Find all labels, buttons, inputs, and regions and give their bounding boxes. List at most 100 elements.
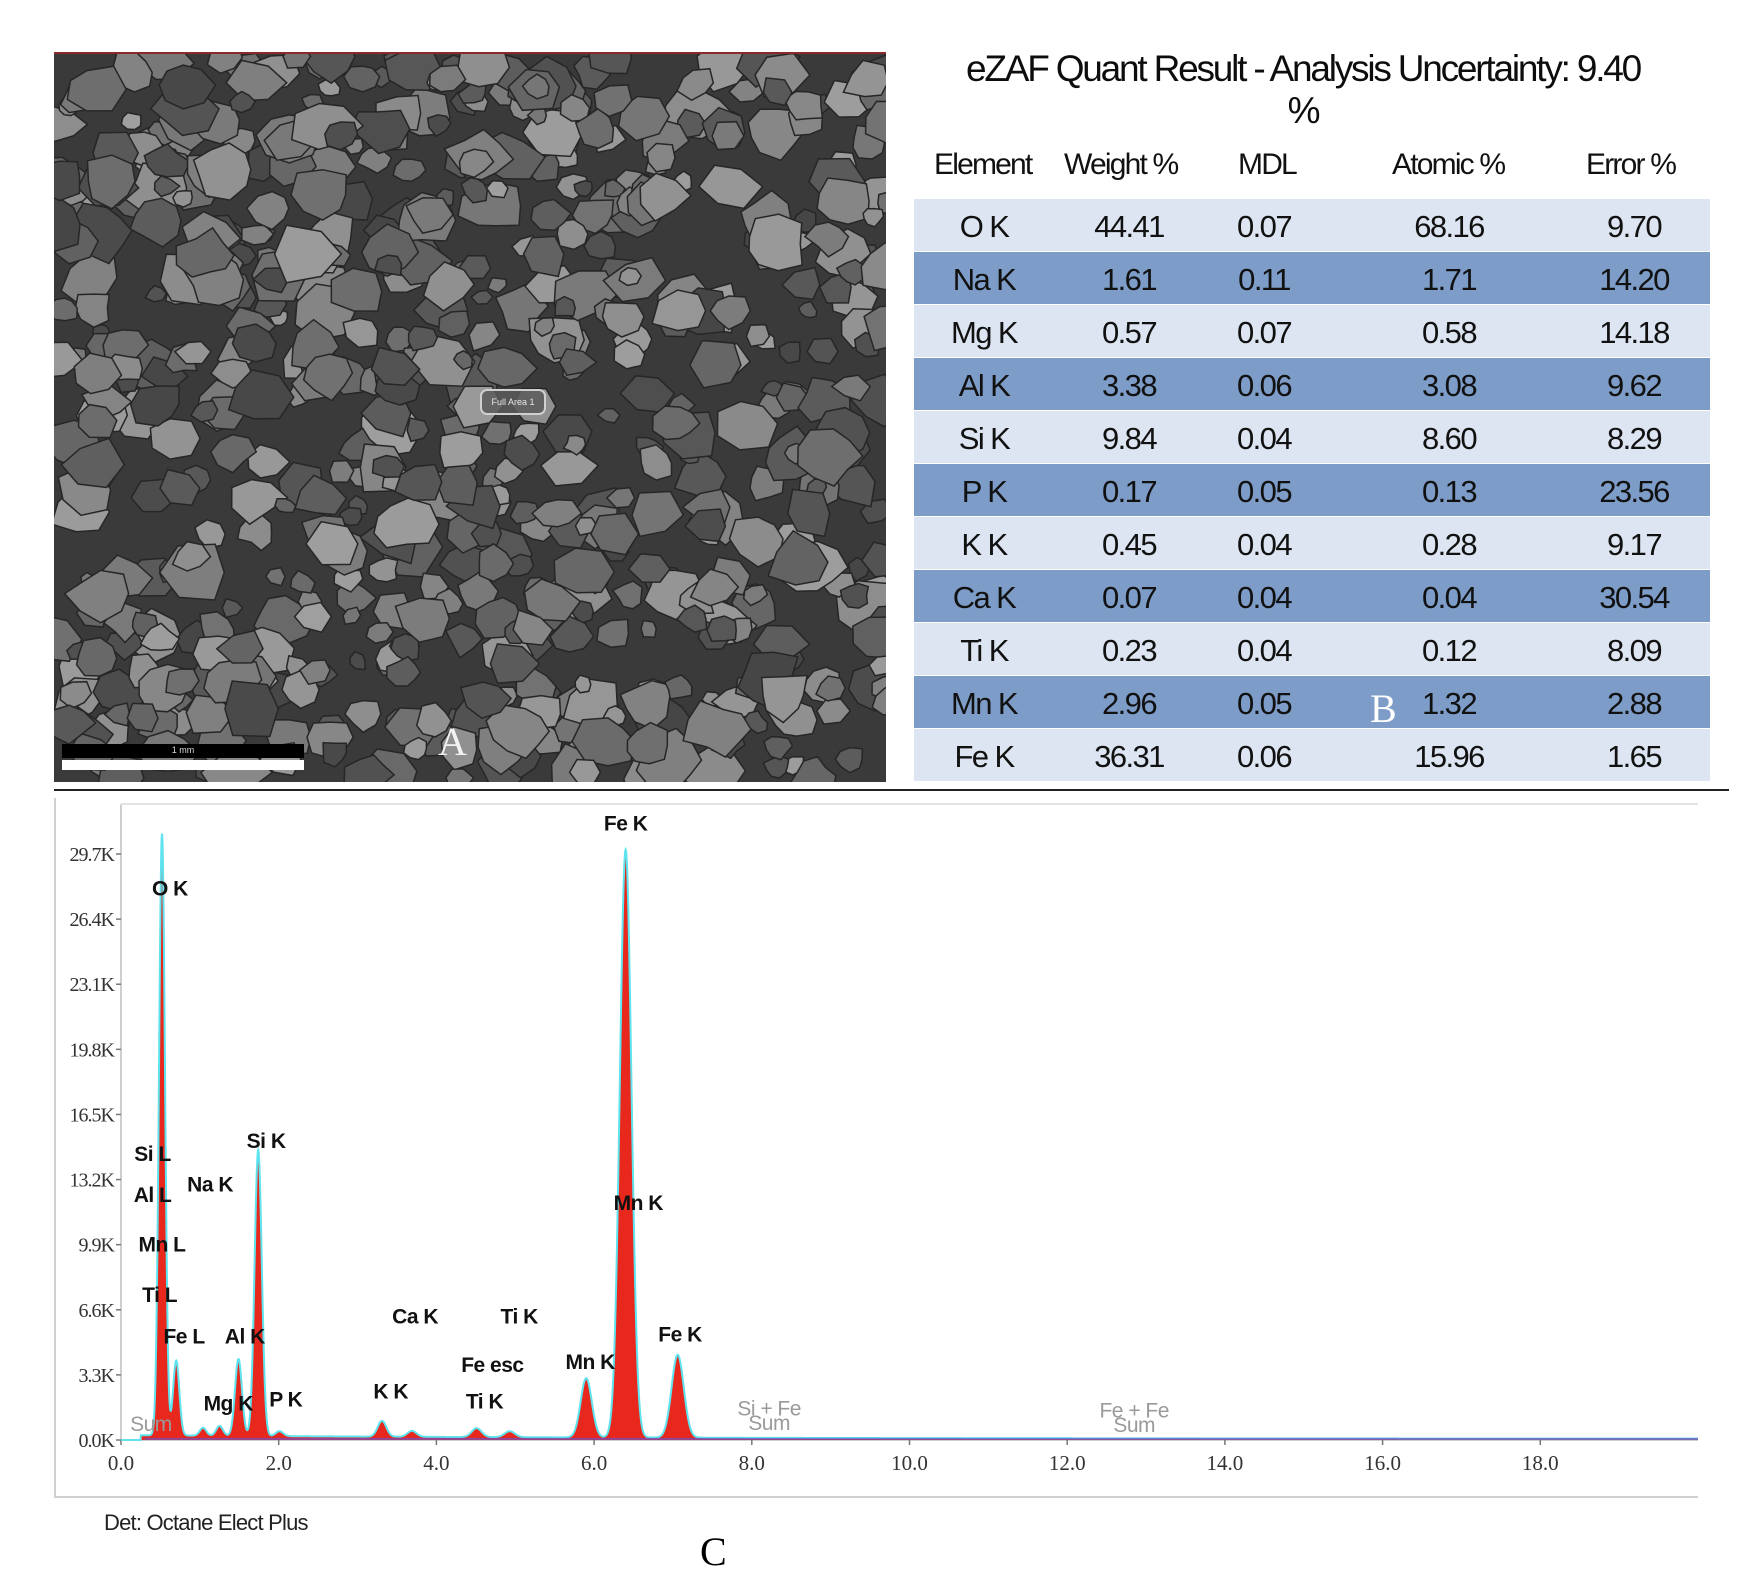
peak-label: Mn K (565, 1351, 615, 1374)
cell-mdl: 0.04 (1237, 421, 1293, 456)
spectrum-fill (121, 833, 1698, 1440)
peak-label: Ca K (392, 1306, 438, 1329)
ezaf-title: eZAF Quant Result - Analysis Uncertainty… (918, 48, 1688, 132)
ezaf-title-line1: eZAF Quant Result - Analysis Uncertainty… (965, 48, 1642, 89)
x-tick-label: 12.0 (1049, 1451, 1086, 1475)
cell-error: 14.18 (1599, 315, 1670, 350)
y-tick-label: 26.4K (70, 909, 116, 931)
table-row: K K 0.45 0.04 0.28 9.17 (914, 517, 1710, 569)
ezaf-table-body: O K 44.41 0.07 68.16 9.70 Na K 1.61 0.11 1.71 14.… (914, 199, 1710, 782)
cell-element: Al K (958, 368, 1011, 403)
cell-weight: 2.96 (1102, 686, 1158, 721)
cell-weight: 0.23 (1102, 633, 1158, 668)
peak-label: Fe L (163, 1325, 205, 1348)
peak-label: Si K (247, 1130, 286, 1153)
cell-element: Mg K (951, 315, 1019, 350)
sem-image (54, 54, 886, 782)
panel-label-b: B (1370, 686, 1397, 731)
cell-element: Mn K (951, 686, 1019, 721)
cell-mdl: 0.07 (1237, 315, 1293, 350)
peak-label: O K (152, 877, 188, 900)
x-tick-label: 14.0 (1207, 1451, 1244, 1475)
x-tick-label: 6.0 (581, 1451, 607, 1475)
cell-mdl: 0.06 (1237, 739, 1293, 774)
cell-error: 8.09 (1607, 633, 1663, 668)
scale-bar: 1 mm (62, 744, 304, 770)
cell-atomic: 0.28 (1422, 527, 1478, 562)
peak-label: Mn L (139, 1234, 187, 1257)
cell-weight: 0.07 (1102, 580, 1158, 615)
cell-mdl: 0.05 (1237, 474, 1293, 509)
peak-label: Fe esc (461, 1354, 524, 1377)
cell-element: Ti K (960, 633, 1009, 668)
table-row: Ca K 0.07 0.04 0.04 30.54 (914, 570, 1710, 622)
table-row: Mn K 2.96 0.05 1.32 2.88 (914, 676, 1710, 728)
sem-micrograph: Full Area 1 1 mm (54, 52, 886, 782)
peak-label: Fe K (604, 812, 648, 835)
table-row: Mg K 0.57 0.07 0.58 14.18 (914, 305, 1710, 357)
peak-label: Ti K (466, 1390, 504, 1413)
cell-weight: 0.45 (1102, 527, 1158, 562)
cell-element: Fe K (954, 739, 1015, 774)
x-tick-label: 8.0 (739, 1451, 765, 1475)
cell-mdl: 0.05 (1237, 686, 1293, 721)
peak-label: Sum (1113, 1414, 1155, 1437)
cell-error: 1.65 (1607, 739, 1663, 774)
table-row: Al K 3.38 0.06 3.08 9.62 (914, 358, 1710, 410)
y-tick-label: 3.3K (79, 1365, 116, 1387)
header-mdl: MDL (1238, 148, 1298, 181)
peak-label: Sum (130, 1413, 172, 1436)
x-tick-label: 10.0 (891, 1451, 928, 1475)
peak-label: Al L (134, 1184, 172, 1207)
peak-label: Mg K (204, 1392, 254, 1415)
header-element: Element (934, 148, 1033, 181)
cell-element: P K (961, 474, 1008, 509)
peak-label: Al K (225, 1325, 265, 1348)
cell-atomic: 0.13 (1422, 474, 1478, 509)
y-tick-label: 19.8K (70, 1039, 116, 1061)
cell-atomic: 1.71 (1422, 262, 1478, 297)
peak-label: Sum (748, 1412, 790, 1435)
cell-weight: 44.41 (1094, 209, 1165, 244)
cell-mdl: 0.06 (1237, 368, 1293, 403)
cell-atomic: 68.16 (1414, 209, 1485, 244)
header-weight: Weight % (1064, 148, 1179, 181)
panel-label-c: C (700, 1529, 727, 1574)
x-tick-label: 2.0 (266, 1451, 292, 1475)
peak-label: Ti K (501, 1306, 539, 1329)
peak-label: Na K (187, 1173, 233, 1196)
x-tick-label: 16.0 (1364, 1451, 1401, 1475)
cell-atomic: 3.08 (1422, 368, 1478, 403)
peak-label: Si L (134, 1143, 171, 1166)
cell-element: Na K (952, 262, 1017, 297)
cell-error: 30.54 (1599, 580, 1670, 615)
panel-label-a: A (438, 719, 467, 764)
peak-label: Mn K (614, 1192, 664, 1215)
cell-element: Si K (958, 421, 1011, 456)
y-tick-label: 13.2K (70, 1170, 116, 1192)
detector-label: Det: Octane Elect Plus (104, 1510, 309, 1535)
cell-weight: 0.17 (1102, 474, 1158, 509)
cell-weight: 36.31 (1094, 739, 1165, 774)
cell-atomic: 1.32 (1422, 686, 1478, 721)
cell-mdl: 0.04 (1237, 580, 1293, 615)
cell-mdl: 0.07 (1237, 209, 1293, 244)
peak-label: Ti L (142, 1284, 178, 1307)
cell-error: 2.88 (1607, 686, 1663, 721)
y-tick-label: 23.1K (70, 974, 116, 996)
ezaf-title-line2: % (1287, 90, 1321, 131)
cell-element: O K (959, 209, 1010, 244)
y-tick-label: 29.7K (70, 844, 116, 866)
x-tick-label: 4.0 (423, 1451, 449, 1475)
ezaf-table-header: Element Weight % MDL Atomic % Error % (914, 148, 1700, 188)
header-error: Error % (1586, 148, 1677, 181)
spectrum-outline (121, 833, 1698, 1441)
y-tick-label: 0.0K (79, 1430, 116, 1452)
table-row: P K 0.17 0.05 0.13 23.56 (914, 464, 1710, 516)
cell-atomic: 0.12 (1422, 633, 1478, 668)
peak-label: Si + Fe (737, 1397, 801, 1420)
cell-error: 14.20 (1599, 262, 1670, 297)
cell-error: 9.62 (1607, 368, 1663, 403)
peak-label: Fe K (658, 1323, 702, 1346)
header-atomic: Atomic % (1392, 148, 1506, 181)
